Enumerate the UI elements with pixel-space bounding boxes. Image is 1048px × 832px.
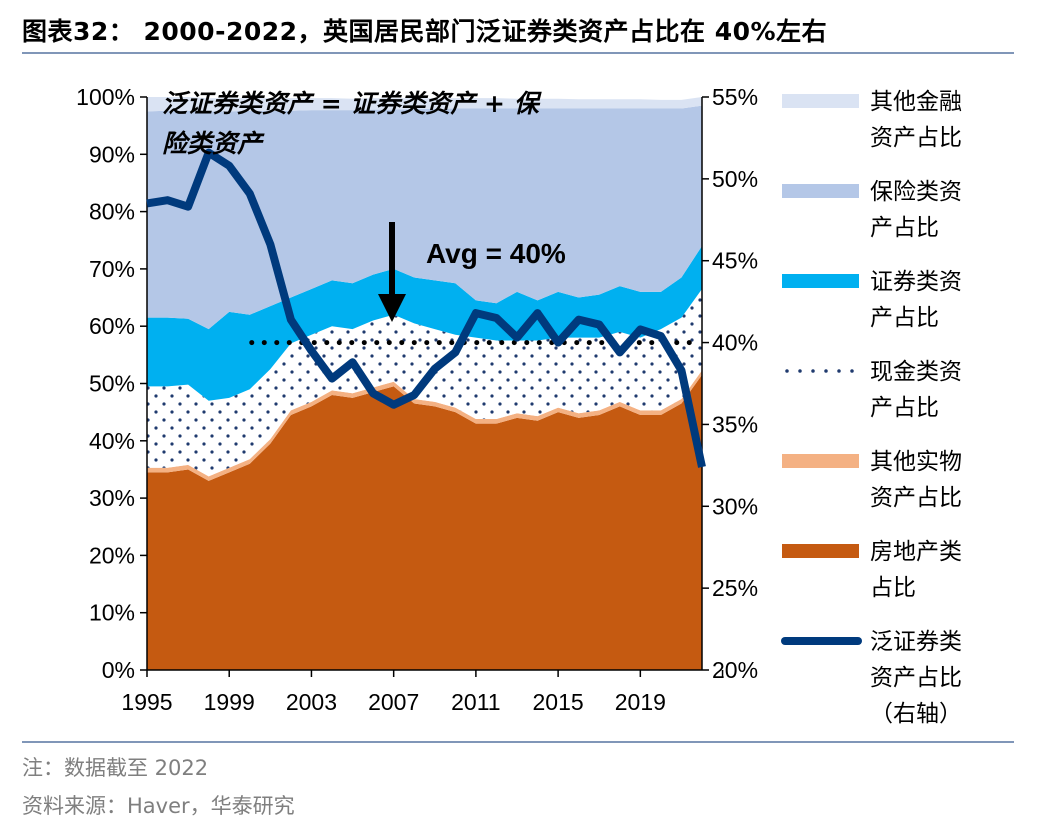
area-series-3 — [147, 245, 702, 401]
x-tick-label: 2019 — [615, 689, 666, 715]
legend-label: 资产占比 — [870, 485, 962, 511]
chart-title: 图表32： 2000-2022，英国居民部门泛证券类资产占比在 40%左右 — [22, 17, 828, 46]
x-tick-label: 2011 — [451, 689, 500, 715]
legend-label: 房地产类 — [870, 539, 962, 565]
note-source: 资料来源：Haver，华泰研究 — [22, 794, 295, 818]
annotation-formula-2: 险类资产 — [162, 129, 265, 158]
annotation-formula-1: 泛证券类资产 = 证券类资产 + 保 — [162, 89, 542, 118]
left-tick-label: 30% — [89, 485, 135, 511]
legend-swatch — [782, 274, 859, 288]
left-tick-label: 40% — [89, 428, 135, 454]
legend-label: 其他实物 — [870, 449, 962, 475]
left-tick-label: 80% — [89, 199, 135, 225]
right-tick-label: 35% — [712, 411, 758, 437]
x-tick-label: 1999 — [204, 689, 255, 715]
x-tick-label: 2015 — [533, 689, 584, 715]
legend-label: 产占比 — [870, 215, 939, 241]
footer-divider — [22, 741, 1014, 743]
legend-label: 资产占比 — [870, 125, 962, 151]
right-tick-label: 40% — [712, 330, 758, 356]
right-tick-label: 20% — [712, 657, 758, 683]
right-tick-label: 30% — [712, 493, 758, 519]
left-tick-label: 10% — [89, 600, 135, 626]
legend-label: 占比 — [870, 575, 916, 601]
area-series-5 — [147, 97, 702, 112]
right-tick-label: 50% — [712, 166, 758, 192]
left-tick-label: 0% — [102, 657, 135, 683]
left-tick-label: 60% — [89, 313, 135, 339]
annotation-arrow-head — [378, 294, 406, 322]
left-tick-label: 50% — [89, 371, 135, 397]
legend-swatch — [782, 454, 859, 468]
legend-label: 保险类资 — [870, 179, 962, 205]
area-series-4 — [147, 105, 702, 330]
line-series — [146, 148, 706, 468]
legend-label: 资产占比 — [870, 665, 962, 691]
x-tick-label: 2003 — [286, 689, 337, 715]
x-tick-label: 2007 — [368, 689, 419, 715]
left-tick-label: 20% — [89, 542, 135, 568]
title-divider — [22, 52, 1014, 54]
legend-label: 证券类资 — [870, 269, 962, 295]
legend-label: 现金类资 — [870, 359, 962, 385]
left-tick-label: 90% — [89, 141, 135, 167]
left-tick-label: 100% — [76, 84, 135, 110]
legend-swatch — [782, 544, 859, 558]
annotation-avg: Avg = 40% — [426, 238, 566, 269]
left-tick-label: 70% — [89, 256, 135, 282]
legend-label: 其他金融 — [870, 89, 962, 115]
legend-label: 泛证券类 — [870, 629, 962, 655]
legend-label: 产占比 — [870, 395, 939, 421]
legend-item: 泛证券类资产占比 （右轴） — [781, 629, 962, 727]
x-tick-label: 1995 — [121, 689, 172, 715]
legend-swatch — [782, 184, 859, 198]
legend-label: 产占比 — [870, 305, 939, 331]
legend-swatch — [782, 94, 859, 108]
note-data-cutoff: 注：数据截至 2022 — [22, 756, 209, 780]
area-series-0 — [147, 374, 702, 670]
legend-label: （右轴） — [870, 701, 962, 727]
right-tick-label: 55% — [712, 84, 758, 110]
right-tick-label: 45% — [712, 248, 758, 274]
legend-item: 证券类资产占比 — [782, 269, 962, 331]
right-tick-label: 25% — [712, 575, 758, 601]
